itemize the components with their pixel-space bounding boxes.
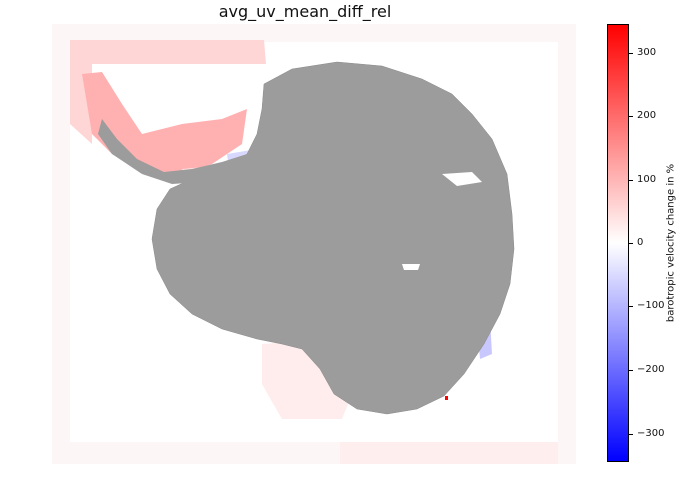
lake-vostok-patch — [442, 172, 482, 186]
antarctic-peninsula — [98, 119, 247, 184]
max-change-hotspot — [445, 396, 448, 400]
north-tongue-increase — [70, 40, 266, 144]
interior-patch — [402, 264, 420, 270]
colorbar — [607, 24, 629, 462]
southeast-increase — [340, 442, 558, 464]
antarctica-map — [52, 24, 576, 464]
map-title: avg_uv_mean_diff_rel — [218, 2, 392, 21]
